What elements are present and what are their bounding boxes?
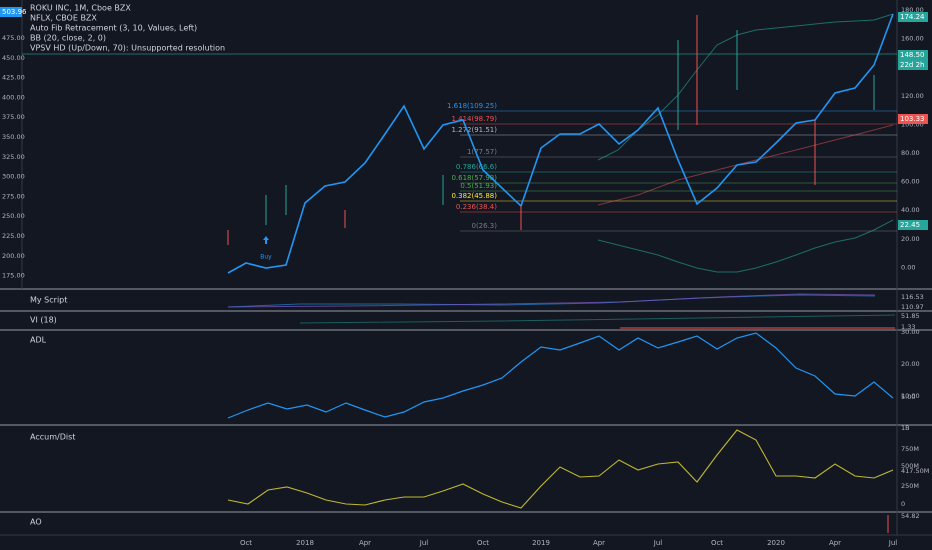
bollinger-basis [597, 124, 894, 206]
right-axis-tag-bg [898, 12, 928, 22]
pane-title: Accum/Dist [30, 433, 75, 442]
left-axis-label: 400.00 [2, 93, 25, 101]
left-axis-tag: 503.96 [2, 8, 27, 16]
my-script-line-2 [227, 293, 876, 308]
x-axis-label: Jul [419, 539, 429, 547]
x-axis-label: 2019 [532, 539, 550, 547]
right-axis-label: 180.00 [901, 6, 924, 14]
pane-axis-label: 20.00 [901, 360, 920, 368]
right-axis-label: 120.00 [901, 92, 924, 100]
x-axis-label: Apr [593, 539, 605, 547]
right-axis-tag-bg [898, 114, 928, 124]
left-axis-label: 225.00 [2, 232, 25, 240]
fib-label: 0.786(66.6) [456, 163, 497, 171]
left-axis-tag-bg [0, 7, 22, 17]
pane-axis-label: 30.00 [901, 328, 920, 336]
left-axis-label: 450.00 [2, 54, 25, 62]
right-axis-tag: 148.50 [900, 51, 925, 59]
left-axis-label: 200.00 [2, 252, 25, 260]
fib-label: 0(26.3) [471, 222, 497, 230]
x-axis-label: Oct [711, 539, 723, 547]
pane-axis-label: 250M [901, 482, 919, 490]
right-axis-tag: 22d 2h [900, 61, 924, 69]
right-axis-label: 60.00 [901, 178, 920, 186]
left-axis-label: 375.00 [2, 113, 25, 121]
x-axis-label: Oct [477, 539, 489, 547]
left-axis-label: 475.00 [2, 34, 25, 42]
pane-axis-label: 750M [901, 445, 919, 453]
pane-title: ADL [30, 336, 47, 345]
right-axis-tag: 174.24 [900, 13, 925, 21]
left-axis-label: 250.00 [2, 212, 25, 220]
right-axis-label: 20.00 [901, 235, 920, 243]
right-axis-tag-bg [898, 60, 928, 70]
right-axis-label: 0.00 [901, 263, 915, 271]
pane-title: VI (18) [30, 316, 57, 325]
left-axis-label: 300.00 [2, 173, 25, 181]
candles [227, 15, 875, 245]
legend-entry: BB (20, close, 2, 0) [30, 34, 106, 43]
x-axis-label: Oct [240, 539, 252, 547]
legend-entry: Auto Fib Retracement (3, 10, Values, Lef… [30, 24, 197, 33]
accum-dist-line [227, 429, 894, 509]
right-axis-tag-bg [898, 50, 928, 60]
pane-axis-label: 417.50M [901, 467, 929, 475]
x-axis-label: Jul [653, 539, 663, 547]
pane-axis-label: 1.33 [901, 323, 915, 331]
fib-label: 1.618(109.25) [447, 102, 497, 110]
buy-arrow [263, 236, 269, 244]
fib-label: 1.414(98.79) [451, 115, 497, 123]
pane-title: My Script [30, 296, 67, 305]
pane-axis-label: 1B [901, 424, 910, 432]
buy-label: Buy [260, 254, 272, 261]
vi-line [299, 314, 896, 324]
legend-entry: ROKU INC, 1M, Cboe BZX [30, 4, 131, 13]
pane-title: AO [30, 518, 42, 527]
legend-entry: VPSV HD (Up/Down, 70): Unsupported resol… [30, 44, 225, 53]
right-axis-label: 160.00 [901, 35, 924, 43]
left-axis-label: 425.00 [2, 74, 25, 82]
right-axis-tag: 103.33 [900, 115, 925, 123]
adl-line [227, 332, 894, 419]
pane-axis-label: 54.82 [901, 512, 920, 520]
left-axis-label: 350.00 [2, 133, 25, 141]
fib-label: 0.382(45.88) [451, 192, 497, 200]
fib-label: 0.618(57.98) [451, 174, 497, 182]
x-axis-label: Apr [359, 539, 371, 547]
bollinger-upper [597, 13, 894, 161]
fib-label: 0.236(38.4) [456, 203, 497, 211]
right-axis-tag-bg [898, 220, 928, 230]
my-script-line [227, 294, 876, 308]
right-axis-label: 100.00 [901, 120, 924, 128]
pane-axis-label: 110.97 [901, 303, 924, 311]
fib-label: 0.5(51.93) [460, 182, 497, 190]
x-axis-label: 2020 [767, 539, 785, 547]
right-axis-tag: 22.45 [900, 221, 920, 229]
fib-label: 1(77.57) [467, 148, 497, 156]
legend-entry: NFLX, CBOE BZX [30, 14, 97, 23]
roku-price-line [227, 13, 894, 274]
x-axis-label: Apr [829, 539, 841, 547]
left-axis-label: 325.00 [2, 153, 25, 161]
left-axis-label: 175.00 [2, 272, 25, 280]
pane-axis-label: 500M [901, 462, 919, 470]
right-axis-label: 80.00 [901, 149, 920, 157]
pane-axis-label: 51.85 [901, 312, 920, 320]
x-axis-label: Jul [888, 539, 898, 547]
pane-axis-label: 5.00 [901, 393, 915, 401]
pane-axis-label: 0 [901, 500, 905, 508]
right-axis-label: 40.00 [901, 206, 920, 214]
left-axis-label: 275.00 [2, 192, 25, 200]
bollinger-lower [597, 219, 894, 273]
pane-axis-label: 10.00 [901, 392, 920, 400]
x-axis-label: 2018 [296, 539, 314, 547]
pane-axis-label: 116.53 [901, 293, 924, 301]
fib-label: 1.272(91.51) [451, 126, 497, 134]
